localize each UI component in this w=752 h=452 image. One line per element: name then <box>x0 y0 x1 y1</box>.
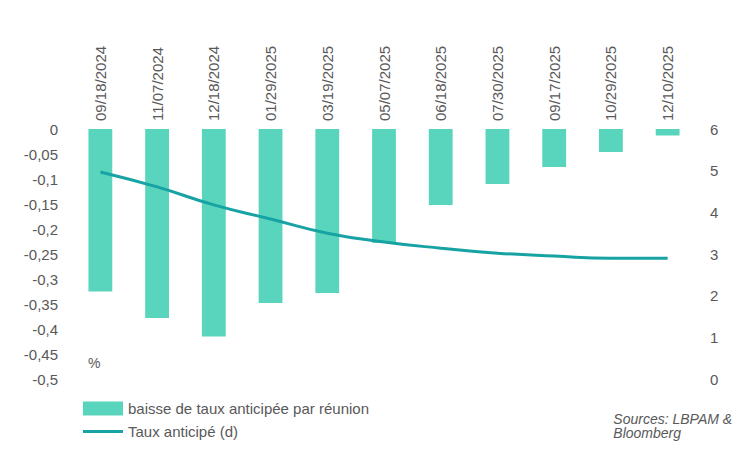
svg-text:1: 1 <box>710 329 718 346</box>
svg-text:%: % <box>88 355 100 371</box>
svg-text:0: 0 <box>50 121 58 138</box>
svg-text:5: 5 <box>710 162 718 179</box>
svg-text:11/07/2024: 11/07/2024 <box>149 47 166 121</box>
svg-text:Bloomberg: Bloomberg <box>613 425 681 441</box>
svg-text:03/19/2025: 03/19/2025 <box>319 46 336 121</box>
svg-text:Taux anticipé (d): Taux anticipé (d) <box>128 423 238 440</box>
svg-text:6: 6 <box>710 121 718 138</box>
svg-text:baisse de taux anticipée par r: baisse de taux anticipée par réunion <box>128 400 369 417</box>
svg-text:-0,05: -0,05 <box>24 146 58 163</box>
svg-text:05/07/2025: 05/07/2025 <box>376 46 393 121</box>
svg-text:09/18/2024: 09/18/2024 <box>92 46 109 121</box>
svg-text:-0,15: -0,15 <box>24 196 58 213</box>
svg-text:01/29/2025: 01/29/2025 <box>262 46 279 121</box>
svg-text:-0,35: -0,35 <box>24 296 58 313</box>
svg-text:06/18/2025: 06/18/2025 <box>432 46 449 121</box>
svg-text:Sources: LBPAM &: Sources: LBPAM & <box>613 411 736 427</box>
svg-text:-0,2: -0,2 <box>32 221 58 238</box>
svg-text:-0,1: -0,1 <box>32 171 58 188</box>
svg-text:-0,4: -0,4 <box>32 321 58 338</box>
svg-text:-0,25: -0,25 <box>24 246 58 263</box>
svg-text:10/29/2025: 10/29/2025 <box>602 46 619 121</box>
svg-text:-0,45: -0,45 <box>24 346 58 363</box>
svg-text:07/30/2025: 07/30/2025 <box>489 46 506 121</box>
svg-text:3: 3 <box>710 246 718 263</box>
svg-text:12/10/2025: 12/10/2025 <box>659 46 676 121</box>
svg-text:12/18/2024: 12/18/2024 <box>205 46 222 121</box>
svg-text:-0,3: -0,3 <box>32 271 58 288</box>
svg-text:09/17/2025: 09/17/2025 <box>546 46 563 121</box>
svg-text:0: 0 <box>710 371 718 388</box>
svg-text:2: 2 <box>710 287 718 304</box>
svg-text:4: 4 <box>710 204 718 221</box>
svg-text:-0,5: -0,5 <box>32 371 58 388</box>
